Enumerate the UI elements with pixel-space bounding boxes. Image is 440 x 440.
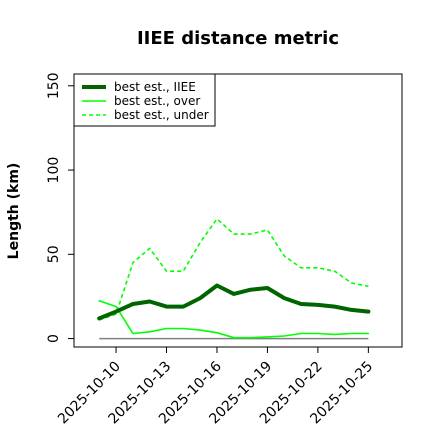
- series-line-under: [98, 218, 369, 321]
- x-axis: 2025-10-102025-10-132025-10-162025-10-19…: [55, 347, 376, 427]
- y-tick-label: 50: [46, 245, 62, 263]
- y-tick-label: 150: [46, 72, 62, 99]
- legend-label-under: best est., under: [114, 108, 209, 122]
- plot-frame: [73, 73, 403, 348]
- y-tick-label: 100: [46, 157, 62, 184]
- legend-label-iiee: best est., IIEE: [114, 80, 196, 94]
- chart-title: IIEE distance metric: [137, 28, 339, 49]
- y-axis-label: Length (km): [6, 163, 22, 260]
- series-line-iiee: [97, 283, 371, 321]
- series-line-over: [98, 299, 370, 339]
- legend-label-over: best est., over: [114, 94, 200, 108]
- series-layer: [97, 218, 371, 339]
- y-axis: 0 50 100 150: [46, 72, 74, 343]
- y-tick-label: 0: [46, 334, 62, 343]
- legend-box: [73, 73, 216, 127]
